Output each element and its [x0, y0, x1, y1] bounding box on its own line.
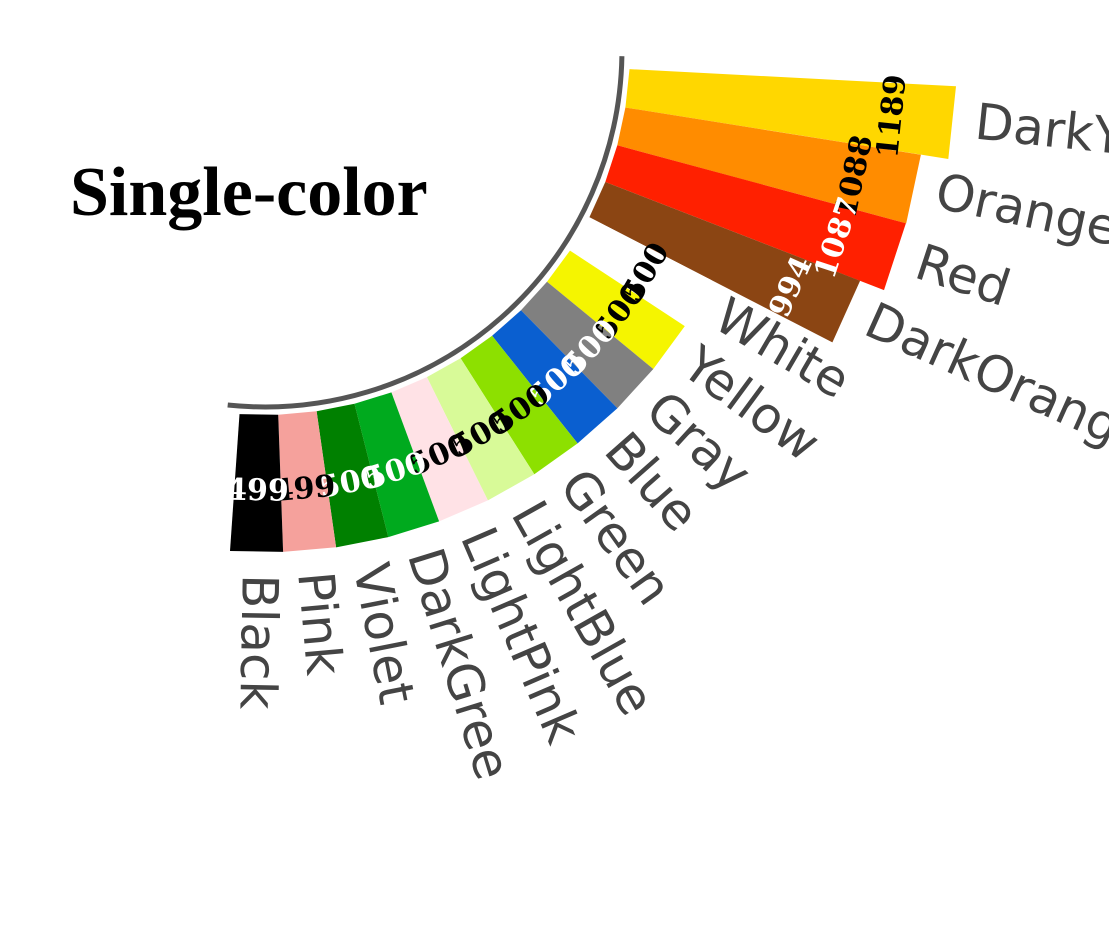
bar-pink [278, 411, 337, 552]
bar-lightpink [391, 377, 488, 522]
category-label-black: Black [228, 574, 288, 710]
bar-lightblue [426, 358, 535, 501]
chart-title: Single-color [70, 154, 428, 231]
inner-arc [227, 56, 625, 410]
value-label-black: 499 [226, 473, 289, 509]
bar-yellow [547, 250, 685, 369]
bar-white [570, 217, 712, 327]
value-label-pink: 499 [271, 469, 336, 509]
bar-violet [316, 403, 389, 548]
bar-green [460, 335, 578, 475]
bar-black [230, 414, 284, 552]
bar-darkgree [354, 392, 440, 538]
category-label-darkorang: DarkOrang [857, 291, 1109, 456]
bars-group [230, 69, 956, 552]
value-label-darkye: 1189 [870, 73, 914, 160]
bar-darkye [625, 69, 956, 159]
category-label-pink: Pink [286, 569, 353, 677]
bar-red [605, 145, 906, 291]
bar-orange [617, 107, 921, 224]
bar-blue [492, 310, 618, 444]
category-label-darkye: DarkYe [972, 93, 1109, 169]
bar-darkorang [589, 182, 861, 343]
category-label-red: Red [909, 233, 1017, 318]
bar-gray [521, 281, 654, 409]
